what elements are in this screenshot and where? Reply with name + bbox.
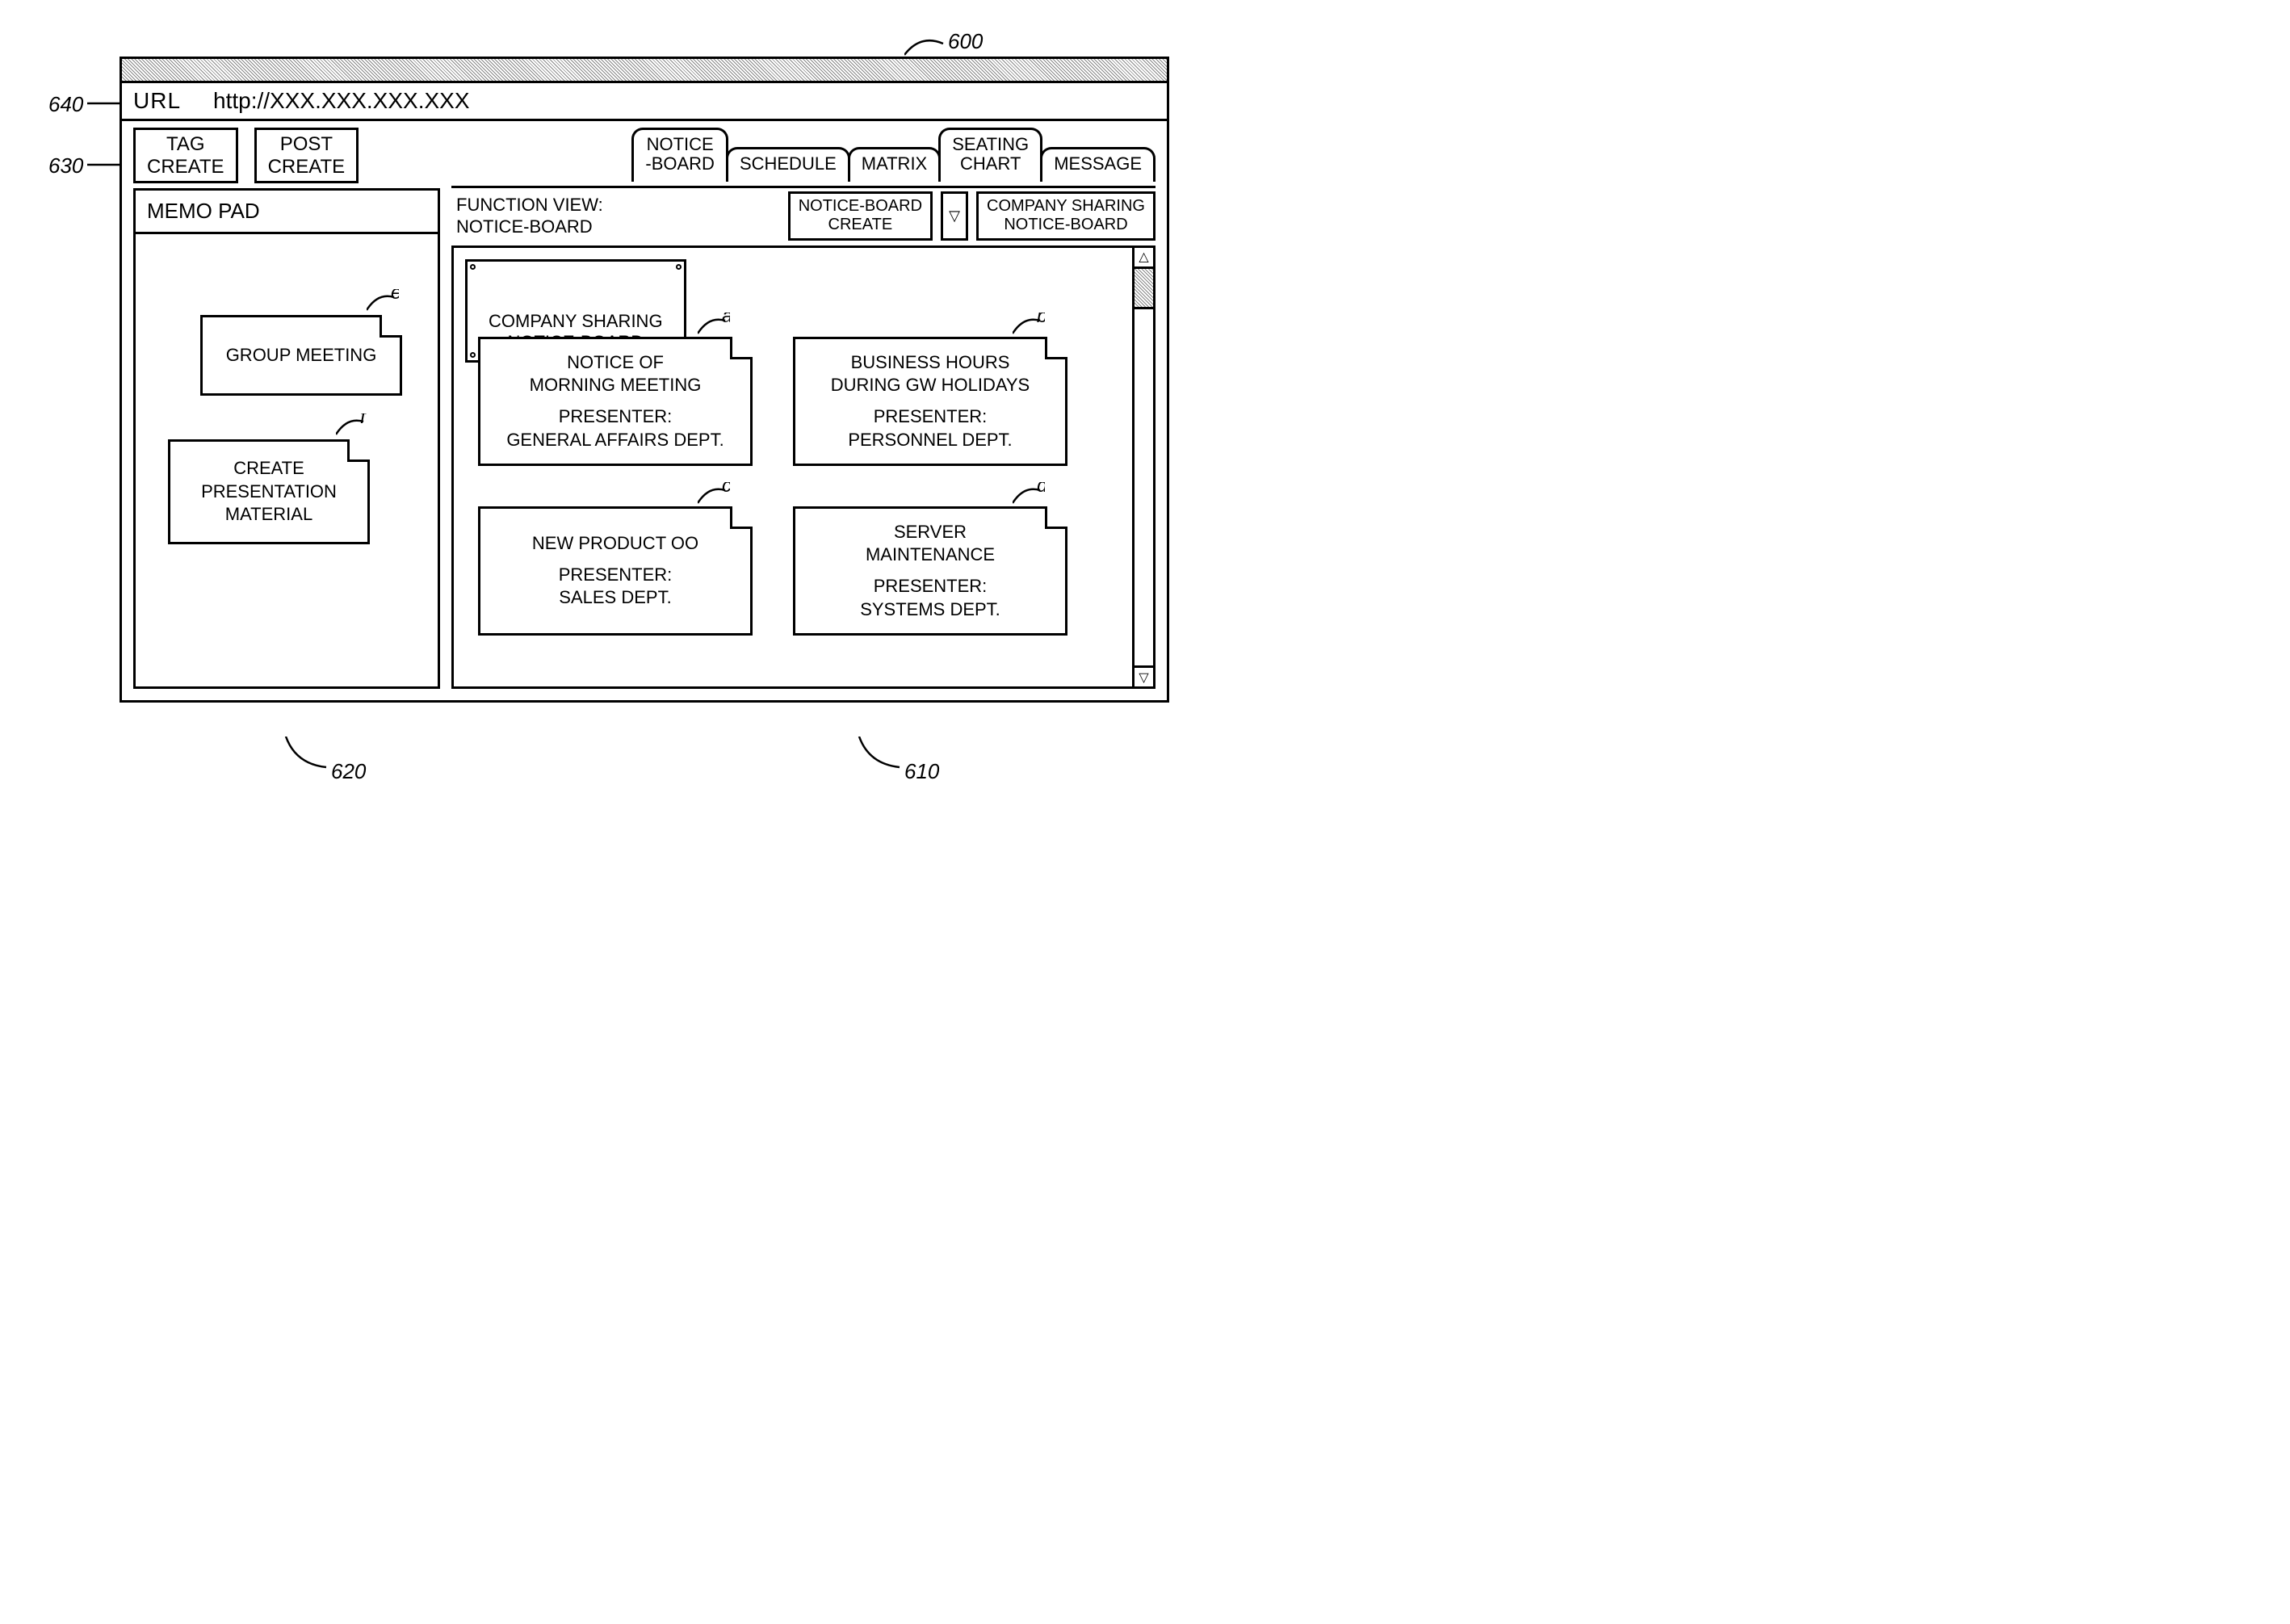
notice-d-presenter: PRESENTER: SYSTEMS DEPT. — [802, 575, 1059, 621]
notice-board-area: COMPANY SHARING NOTICE-BOARD NOTICE OF M… — [451, 245, 1155, 689]
scroll-thumb[interactable] — [1135, 269, 1153, 309]
scroll-down-icon[interactable]: ▽ — [1135, 665, 1153, 686]
callout-610-text: 610 — [904, 759, 939, 784]
scroll-track[interactable] — [1135, 309, 1153, 665]
svg-text:c: c — [722, 482, 730, 497]
svg-text:d: d — [1037, 482, 1045, 497]
notice-a-presenter: PRESENTER: GENERAL AFFAIRS DEPT. — [487, 405, 744, 451]
notice-a-tag: a — [698, 313, 730, 337]
note-fold-icon — [730, 506, 753, 529]
note-fold-icon — [347, 439, 370, 462]
tab-schedule[interactable]: SCHEDULE — [726, 147, 850, 182]
url-value: http://XXX.XXX.XXX.XXX — [213, 88, 470, 114]
url-bar: URL http://XXX.XXX.XXX.XXX — [122, 83, 1167, 121]
note-fold-icon — [1045, 337, 1067, 359]
memo-note-f-tag: f — [336, 413, 368, 438]
notice-board-create-button[interactable]: NOTICE-BOARD CREATE — [788, 191, 933, 241]
scroll-up-icon[interactable]: △ — [1135, 248, 1153, 269]
memo-pad-header: MEMO PAD — [136, 191, 438, 234]
svg-text:a: a — [722, 313, 730, 327]
notice-b-title: BUSINESS HOURS DURING GW HOLIDAYS — [802, 351, 1059, 397]
notice-c-tag: c — [698, 482, 730, 506]
note-fold-icon — [1045, 506, 1067, 529]
notice-a-title: NOTICE OF MORNING MEETING — [487, 351, 744, 397]
notice-c[interactable]: NEW PRODUCT OO PRESENTER: SALES DEPT. — [478, 506, 753, 636]
browser-window: URL http://XXX.XXX.XXX.XXX TAG CREATE PO… — [120, 57, 1169, 703]
tab-notice-board[interactable]: NOTICE -BOARD — [631, 128, 728, 182]
notice-c-presenter: PRESENTER: SALES DEPT. — [487, 564, 744, 610]
memo-pad-body: GROUP MEETING e CREATE PRESENTATION MATE… — [136, 234, 438, 686]
memo-note-e-text: GROUP MEETING — [209, 344, 393, 367]
tab-matrix[interactable]: MATRIX — [848, 147, 941, 182]
memo-note-f-text: CREATE PRESENTATION MATERIAL — [177, 457, 361, 527]
main-panel: FUNCTION VIEW: NOTICE-BOARD NOTICE-BOARD… — [451, 188, 1155, 689]
memo-note-f[interactable]: CREATE PRESENTATION MATERIAL — [168, 439, 370, 544]
notice-a[interactable]: NOTICE OF MORNING MEETING PRESENTER: GEN… — [478, 337, 753, 466]
function-bar: FUNCTION VIEW: NOTICE-BOARD NOTICE-BOARD… — [451, 186, 1155, 241]
notice-d[interactable]: SERVER MAINTENANCE PRESENTER: SYSTEMS DE… — [793, 506, 1067, 636]
svg-text:f: f — [360, 413, 367, 428]
tag-create-button[interactable]: TAG CREATE — [133, 128, 238, 183]
notice-d-tag: d — [1013, 482, 1045, 506]
tab-bar: NOTICE -BOARD SCHEDULE MATRIX SEATING CH… — [631, 128, 1155, 182]
notice-b-presenter: PRESENTER: PERSONNEL DEPT. — [802, 405, 1059, 451]
memo-note-e[interactable]: GROUP MEETING — [200, 315, 402, 396]
notice-c-title: NEW PRODUCT OO — [487, 532, 744, 556]
svg-text:b: b — [1037, 313, 1045, 327]
memo-pad-panel: MEMO PAD GROUP MEETING e CREATE PRESENTA… — [133, 188, 440, 689]
notice-b-tag: b — [1013, 313, 1045, 337]
callout-630-text: 630 — [48, 153, 83, 178]
dropdown-toggle-button[interactable]: ▽ — [941, 191, 968, 241]
callout-620-text: 620 — [331, 759, 366, 784]
window-titlebar — [122, 59, 1167, 83]
tab-message[interactable]: MESSAGE — [1040, 147, 1155, 182]
url-label: URL — [133, 88, 181, 114]
function-view-label: FUNCTION VIEW: NOTICE-BOARD — [451, 191, 780, 241]
company-sharing-button[interactable]: COMPANY SHARING NOTICE-BOARD — [976, 191, 1155, 241]
notice-b[interactable]: BUSINESS HOURS DURING GW HOLIDAYS PRESEN… — [793, 337, 1067, 466]
tab-seating-chart[interactable]: SEATING CHART — [938, 128, 1042, 182]
svg-text:e: e — [391, 289, 399, 304]
callout-640-text: 640 — [48, 92, 83, 117]
post-create-button[interactable]: POST CREATE — [254, 128, 359, 183]
scrollbar[interactable]: △ ▽ — [1132, 248, 1153, 686]
note-fold-icon — [380, 315, 402, 338]
note-fold-icon — [730, 337, 753, 359]
memo-note-e-tag: e — [367, 289, 399, 313]
callout-600-text: 600 — [948, 29, 983, 54]
notice-d-title: SERVER MAINTENANCE — [802, 521, 1059, 567]
